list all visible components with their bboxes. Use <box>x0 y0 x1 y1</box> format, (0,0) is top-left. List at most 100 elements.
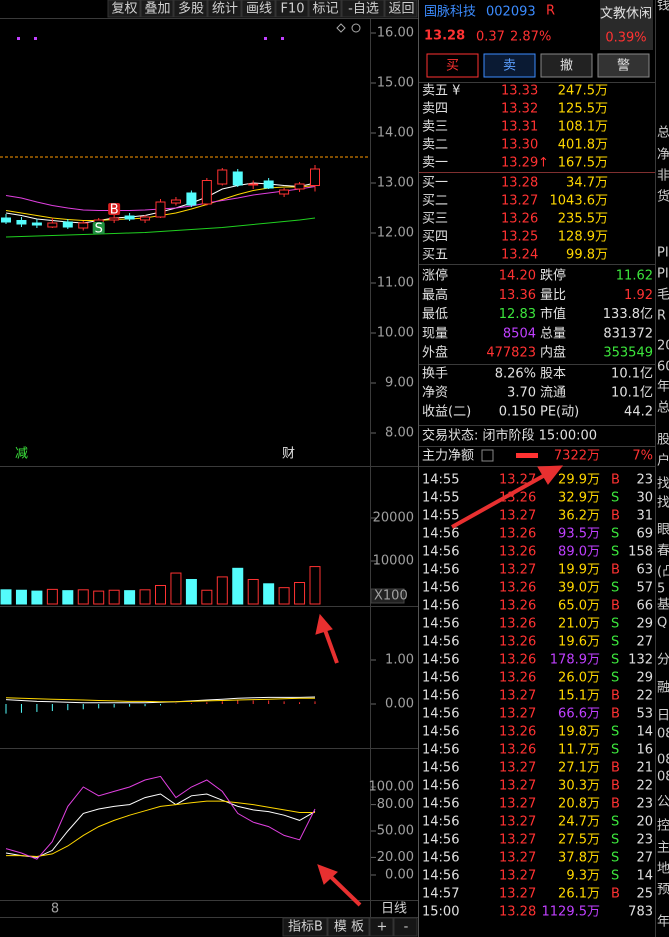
volume-bar <box>216 576 228 605</box>
toolbar-label[interactable]: 返回 <box>388 2 414 17</box>
toolbar-button[interactable] <box>384 0 418 18</box>
bottom-button-label[interactable]: - <box>404 920 409 935</box>
tick-side: S <box>611 725 619 740</box>
side-strip-text: 年 <box>657 915 669 930</box>
side-strip-text: 货 <box>657 189 669 205</box>
toolbar-button[interactable] <box>275 0 309 18</box>
period-label[interactable]: 日线 <box>381 902 407 917</box>
fundamental-value: 44.2 <box>624 405 653 420</box>
side-strip-text: 日 <box>657 709 669 724</box>
tick-time: 14:56 <box>422 653 459 668</box>
side-strip-text: 非 <box>657 169 669 184</box>
bottom-button[interactable] <box>282 917 328 937</box>
tick-time: 14:56 <box>422 635 459 650</box>
tick-volume: 19.6万 <box>558 635 600 650</box>
toolbar-label[interactable]: 标记 <box>312 2 338 17</box>
tick-count: 23 <box>636 473 653 488</box>
toolbar-button[interactable] <box>140 0 174 18</box>
toolbar-button[interactable] <box>308 0 342 18</box>
tick-count: 27 <box>636 851 653 866</box>
signal-badge <box>92 222 105 234</box>
toolbar-button[interactable] <box>173 0 208 18</box>
bottom-button-label[interactable]: 模 板 <box>334 920 364 935</box>
volume-bar <box>247 578 259 605</box>
side-strip-text: 眼 <box>657 523 669 538</box>
tick-price: 13.27 <box>499 833 536 848</box>
tick-side: B <box>611 473 620 488</box>
book-label: 卖一 <box>422 156 448 171</box>
tick-volume: 32.9万 <box>558 491 600 506</box>
toolbar-button[interactable] <box>107 0 141 18</box>
tick-time: 14:57 <box>422 887 459 902</box>
y-tick-label: 11.00 <box>377 276 414 291</box>
bottom-button[interactable] <box>327 917 370 937</box>
trade-button[interactable] <box>540 53 593 78</box>
toolbar-label[interactable]: 复权 <box>111 1 137 17</box>
stat-label: 量比 <box>540 288 566 303</box>
tick-volume: 1129.5万 <box>542 905 601 920</box>
bottom-button[interactable] <box>369 917 394 937</box>
toolbar-label[interactable]: -自选 <box>348 2 379 17</box>
tick-volume: 11.7万 <box>558 743 600 758</box>
bottom-button[interactable] <box>393 917 418 937</box>
toolbar-label[interactable]: 多股 <box>178 1 204 17</box>
trade-button[interactable] <box>597 53 650 78</box>
tick-time: 14:56 <box>422 545 459 560</box>
volume-bar <box>155 585 166 605</box>
tick-volume: 15.1万 <box>558 689 600 704</box>
tick-volume: 27.1万 <box>558 761 600 776</box>
tick-count: 69 <box>636 527 653 542</box>
y-tick-label: 14.00 <box>377 126 414 141</box>
tick-time: 14:56 <box>422 599 459 614</box>
toolbar-button[interactable] <box>341 0 385 18</box>
y-tick-label: 80.00 <box>377 797 414 812</box>
toolbar-label[interactable]: 统计 <box>212 2 238 17</box>
side-strip-text: Q <box>657 616 667 631</box>
tick-count: 29 <box>636 671 653 686</box>
tick-count: 23 <box>636 797 653 812</box>
bottom-button-label[interactable]: 指标B <box>288 920 323 935</box>
tick-time: 14:56 <box>422 869 459 884</box>
side-strip-text: 60 <box>657 360 669 375</box>
trade-button-label[interactable]: 撤 <box>560 58 573 74</box>
tick-volume: 37.8万 <box>558 851 600 866</box>
book-price: 13.33 <box>501 84 538 99</box>
toolbar-label[interactable]: 画线 <box>246 2 272 17</box>
tick-time: 14:56 <box>422 707 459 722</box>
trade-button[interactable] <box>426 53 479 78</box>
toolbar-button[interactable] <box>207 0 242 18</box>
book-label: 买一 <box>422 176 448 191</box>
toolbar-label[interactable]: F10 <box>280 2 304 17</box>
tick-time: 14:56 <box>422 779 459 794</box>
tick-count: 31 <box>636 509 653 524</box>
bottom-button-label[interactable]: + <box>377 920 388 935</box>
signal-label: S <box>95 222 103 237</box>
y-tick-label: 12.00 <box>377 226 414 241</box>
stat-label: 内盘 <box>540 345 566 361</box>
toolbar-label[interactable]: 叠加 <box>144 2 170 17</box>
trade-button-label[interactable]: 买 <box>446 59 459 74</box>
book-label: 买五 <box>422 248 448 263</box>
trade-button-label[interactable]: 卖 <box>503 59 516 74</box>
book-price: 13.27 <box>501 194 538 209</box>
volume-bar <box>201 589 213 605</box>
toolbar-button[interactable] <box>241 0 276 18</box>
tick-time: 14:56 <box>422 689 459 704</box>
book-volume: 401.8万 <box>558 138 608 153</box>
tick-side: S <box>611 545 619 560</box>
trade-button-label[interactable]: 警 <box>617 58 630 74</box>
side-strip-text: 地 <box>657 862 669 877</box>
tick-time: 14:55 <box>422 473 459 488</box>
book-label: 卖四 <box>422 102 448 117</box>
side-strip-text: 分 <box>657 653 669 668</box>
tick-price: 13.27 <box>499 563 536 578</box>
volume-bar <box>46 588 58 605</box>
book-volume: 128.9万 <box>558 230 608 245</box>
stat-label: 现量 <box>422 326 448 341</box>
tick-time: 14:56 <box>422 851 459 866</box>
y-tick-label: 10.00 <box>377 326 414 341</box>
volume-bar <box>294 582 306 605</box>
book-arrow: ↑ <box>538 156 549 171</box>
trade-button[interactable] <box>483 53 536 78</box>
book-volume: 1043.6万 <box>550 194 609 209</box>
